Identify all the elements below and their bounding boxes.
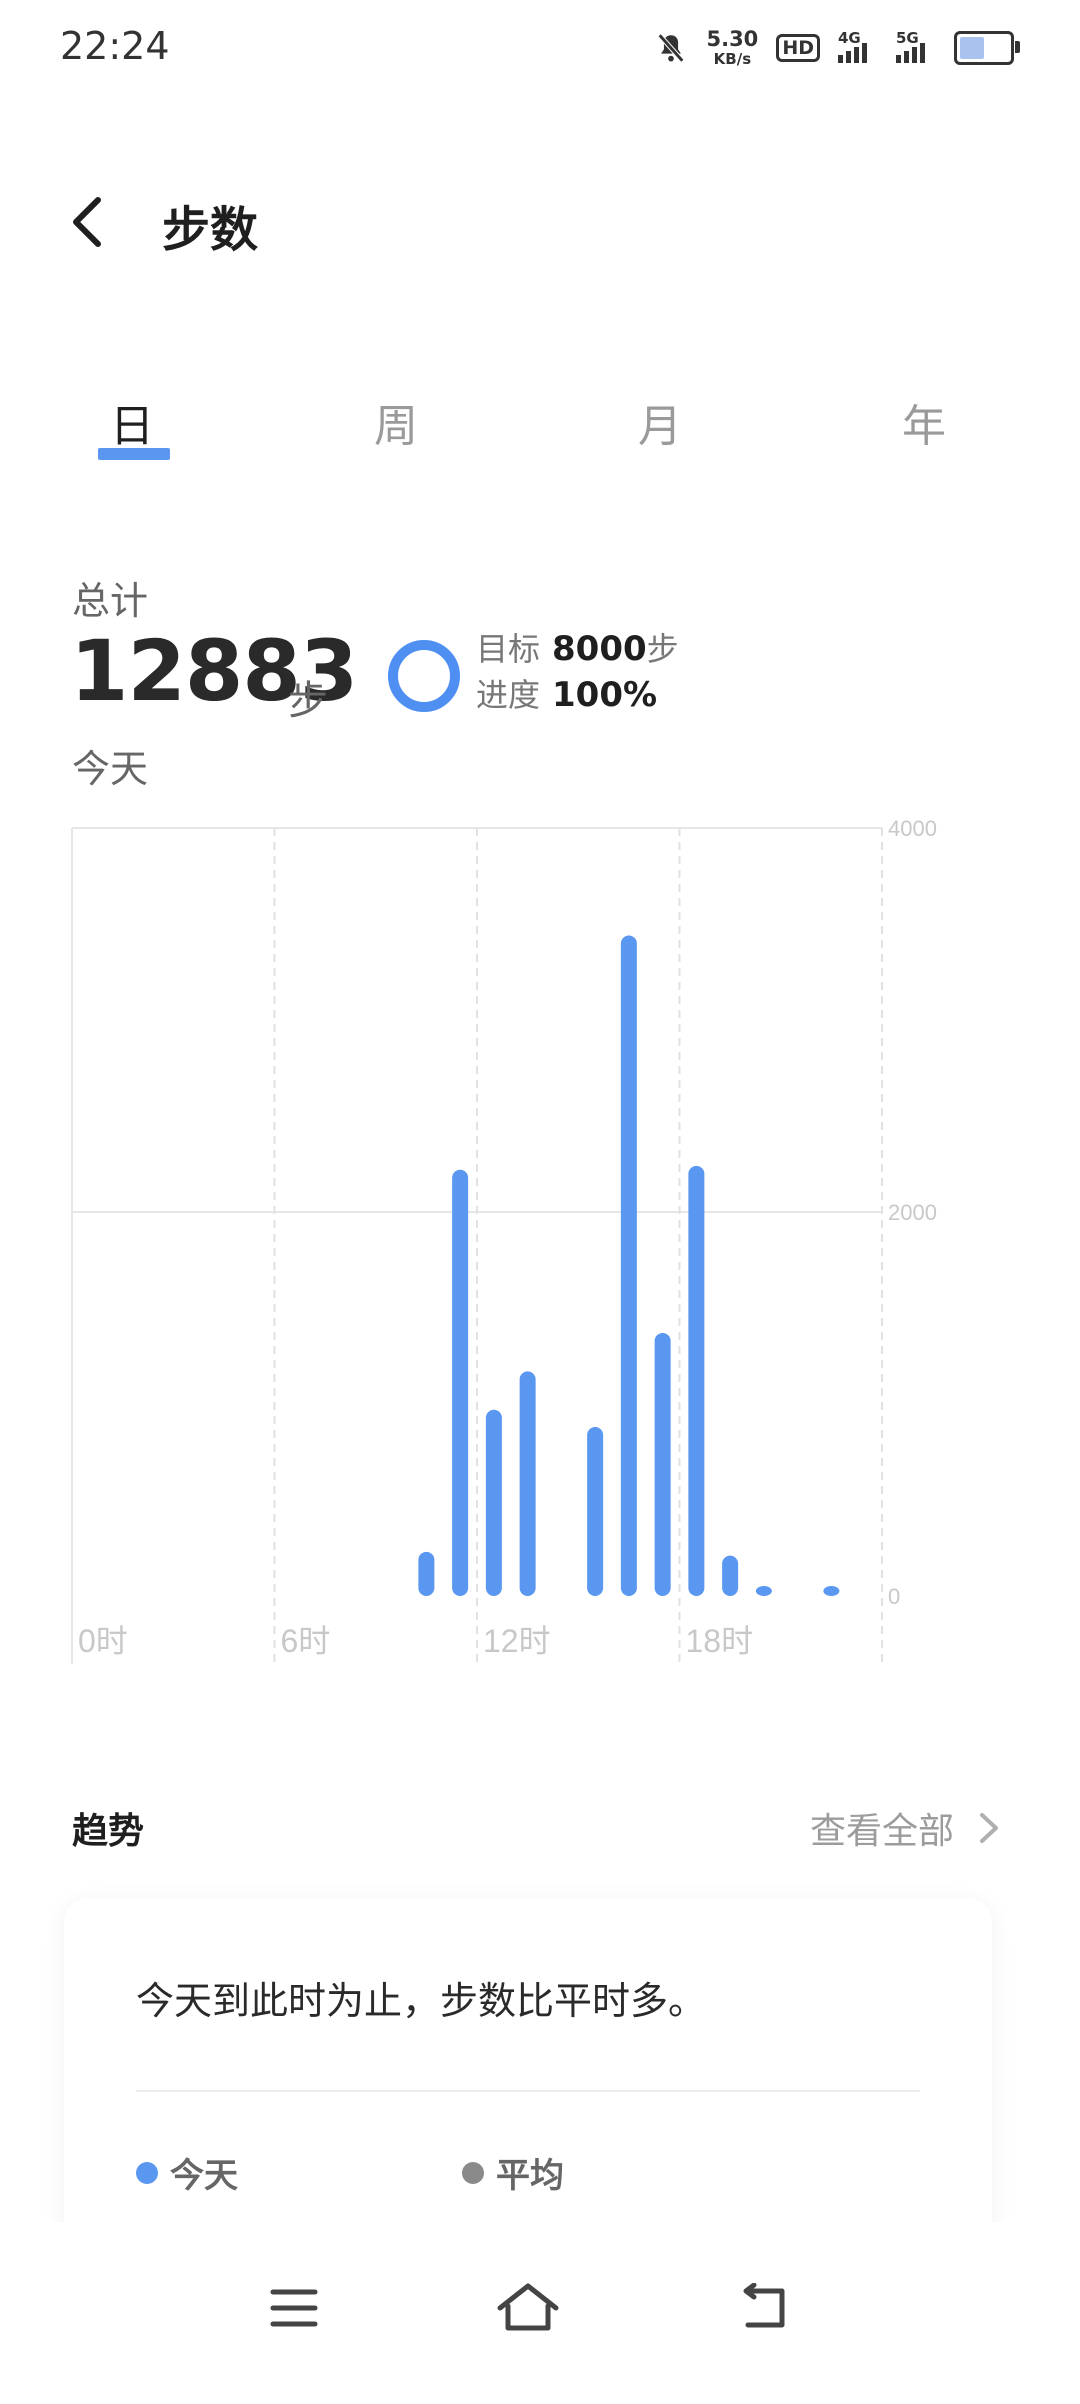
- tab-day[interactable]: 日: [110, 401, 154, 452]
- total-label: 总计: [72, 579, 149, 623]
- nav-back-button[interactable]: [722, 2268, 802, 2348]
- goal-progress-ring: [388, 640, 460, 712]
- net-speed-unit: KB/s: [713, 50, 752, 68]
- bar-15时: [587, 1427, 604, 1596]
- tab-indicator: [98, 448, 170, 460]
- x-tick-label: 6时: [281, 1623, 331, 1659]
- bar-19时: [722, 1555, 739, 1596]
- bar-16时: [620, 935, 637, 1596]
- x-tick-label: 12时: [483, 1623, 551, 1659]
- chevron-left-icon: [73, 197, 101, 247]
- progress-row: 进度 100%: [476, 670, 657, 716]
- goal-label: 目标: [476, 630, 541, 668]
- battery-fill: [960, 37, 984, 59]
- bar-13时: [519, 1371, 536, 1596]
- status-time: 22:24: [60, 24, 170, 68]
- hd-icon: HD: [776, 34, 820, 62]
- steps-bar-chart: 4000 2000 0 0时 6时 12时 18时: [71, 820, 937, 1664]
- tab-month[interactable]: 月: [638, 401, 682, 452]
- status-icons: 5.30 KB/s HD 4G 5G: [654, 26, 1020, 70]
- bar-11时: [452, 1169, 469, 1596]
- bar-18时: [688, 1165, 705, 1596]
- back-button[interactable]: [60, 192, 120, 252]
- bar-17时: [654, 1332, 671, 1596]
- navigation-bar: [0, 2222, 1080, 2404]
- legend-average: 平均: [462, 2148, 564, 2197]
- page-title: 步数: [162, 202, 259, 258]
- status-bar: 22:24 5.30 KB/s HD 4G 5G: [0, 0, 1080, 96]
- total-steps-unit: 步: [288, 678, 328, 724]
- legend-average-dot: [462, 2161, 484, 2184]
- tab-week[interactable]: 周: [374, 401, 418, 452]
- signal-sim1-icon: 4G: [838, 29, 878, 63]
- mute-bell-icon: [658, 33, 685, 63]
- legend-today-label: 今天: [170, 2156, 238, 2196]
- see-all-link[interactable]: 查看全部: [810, 1802, 1000, 1854]
- bar-20时: [755, 1586, 772, 1596]
- y-tick-label: 0: [888, 1584, 900, 1609]
- home-icon: [497, 2283, 559, 2331]
- net-speed-value: 5.30: [706, 27, 759, 51]
- signal-sim2-icon: 5G: [896, 29, 936, 63]
- sim1-type: 4G: [838, 29, 861, 47]
- back-icon: [743, 2283, 785, 2328]
- see-all-label: 查看全部: [809, 1811, 954, 1852]
- bar-10时: [418, 1551, 435, 1596]
- bar-22时: [823, 1586, 840, 1596]
- legend-today-dot: [136, 2161, 158, 2184]
- nav-menu-button[interactable]: [254, 2268, 334, 2348]
- total-steps-value: 12883: [70, 622, 358, 720]
- card-divider: [136, 2090, 920, 2092]
- y-tick-label: 4000: [888, 820, 937, 841]
- goal-value: 8000: [552, 629, 647, 669]
- period-label: 今天: [72, 747, 149, 791]
- trend-message: 今天到此时为止，步数比平时多。: [136, 1979, 707, 2023]
- bar-12时: [485, 1409, 502, 1596]
- menu-icon: [270, 2289, 318, 2327]
- tab-year[interactable]: 年: [902, 401, 946, 452]
- legend-average-label: 平均: [496, 2156, 564, 2196]
- sim2-type: 5G: [896, 29, 919, 47]
- x-tick-label: 0时: [78, 1623, 128, 1659]
- x-tick-label: 18时: [686, 1623, 754, 1659]
- net-speed: 5.30 KB/s: [706, 29, 758, 67]
- progress-label: 进度: [476, 676, 541, 714]
- legend-today: 今天: [136, 2148, 238, 2197]
- battery-icon: [954, 31, 1020, 65]
- nav-home-button[interactable]: [488, 2268, 568, 2348]
- goal-unit: 步: [646, 630, 679, 668]
- chevron-right-icon: [980, 1813, 998, 1843]
- progress-value: 100%: [552, 675, 658, 715]
- y-tick-label: 2000: [888, 1200, 937, 1225]
- trend-title: 趋势: [72, 1811, 145, 1852]
- goal-row: 目标 8000步: [476, 624, 679, 670]
